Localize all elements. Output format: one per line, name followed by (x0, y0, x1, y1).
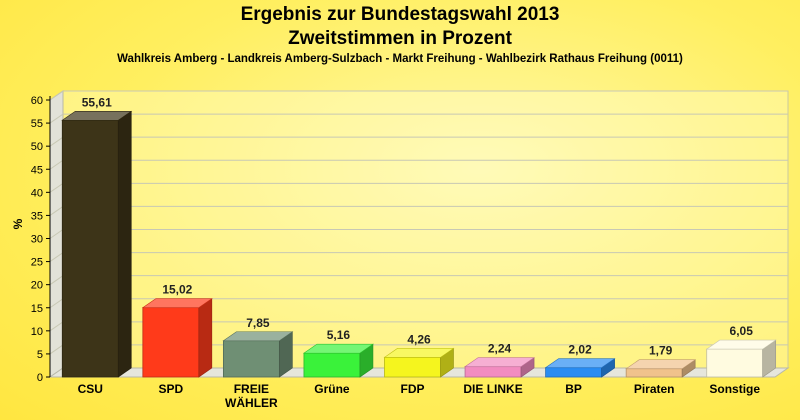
bar-top (544, 358, 616, 368)
data-label: 2,24 (488, 342, 512, 356)
data-label: 1,79 (649, 344, 673, 358)
x-tick-label: DIE LINKE (463, 382, 522, 396)
x-tick-label: FREIE (234, 382, 269, 396)
bar (625, 368, 683, 378)
grid-line (49, 113, 788, 124)
x-tick-label: FDP (401, 382, 425, 396)
x-tick-label: CSU (78, 382, 103, 396)
bar (303, 352, 361, 378)
chart-title: Ergebnis zur Bundestagswahl 2013 (240, 4, 560, 25)
bar-side (117, 110, 132, 378)
grid-line (49, 90, 788, 101)
x-tick-label: Grüne (314, 382, 350, 396)
y-tick-label: 45 (31, 164, 43, 176)
y-tick-label: 15 (31, 303, 43, 315)
bar-top (464, 357, 536, 367)
bar (222, 340, 280, 378)
bar-top (625, 359, 697, 370)
y-tick-label: 20 (31, 280, 43, 292)
bar (61, 119, 119, 378)
y-tick-label: 25 (31, 257, 43, 269)
bar (142, 307, 200, 378)
y-tick-label: 40 (31, 187, 43, 199)
bar (706, 348, 764, 378)
data-label: 4,26 (407, 332, 431, 346)
bar-top (383, 348, 455, 358)
y-tick-label: 10 (31, 326, 43, 338)
data-label: 5,16 (327, 328, 351, 342)
bar-side (198, 298, 213, 378)
x-tick-label: WÄHLER (225, 395, 278, 410)
bar (384, 356, 441, 378)
data-label: 2,02 (568, 343, 592, 357)
x-tick-label: BP (565, 382, 582, 396)
x-tick-label: Piraten (634, 382, 675, 396)
y-tick-label: 5 (37, 349, 43, 361)
y-tick-label: 60 (31, 95, 43, 107)
y-axis-label: % (11, 218, 25, 229)
bar-top (222, 331, 294, 342)
x-tick-label: Sonstige (709, 382, 760, 396)
bar-top (302, 343, 374, 354)
data-label: 15,02 (162, 283, 192, 297)
y-tick-label: 30 (31, 234, 43, 246)
bar-top (61, 110, 133, 121)
chart-subtitle: Zweitstimmen in Prozent (288, 28, 512, 49)
chart-district-caption: Wahlkreis Amberg - Landkreis Amberg-Sulz… (117, 53, 683, 65)
bar (464, 366, 522, 378)
x-tick-label: SPD (158, 382, 183, 396)
data-label: 7,85 (246, 316, 270, 330)
bar (545, 367, 603, 378)
y-tick-label: 35 (31, 210, 43, 222)
y-tick-label: 0 (37, 372, 43, 384)
y-tick-label: 50 (31, 141, 43, 153)
data-label: 6,05 (730, 324, 754, 338)
y-tick-label: 55 (31, 118, 43, 130)
data-label: 55,61 (82, 95, 112, 109)
bar-top (705, 339, 777, 350)
bar-top (141, 298, 213, 308)
